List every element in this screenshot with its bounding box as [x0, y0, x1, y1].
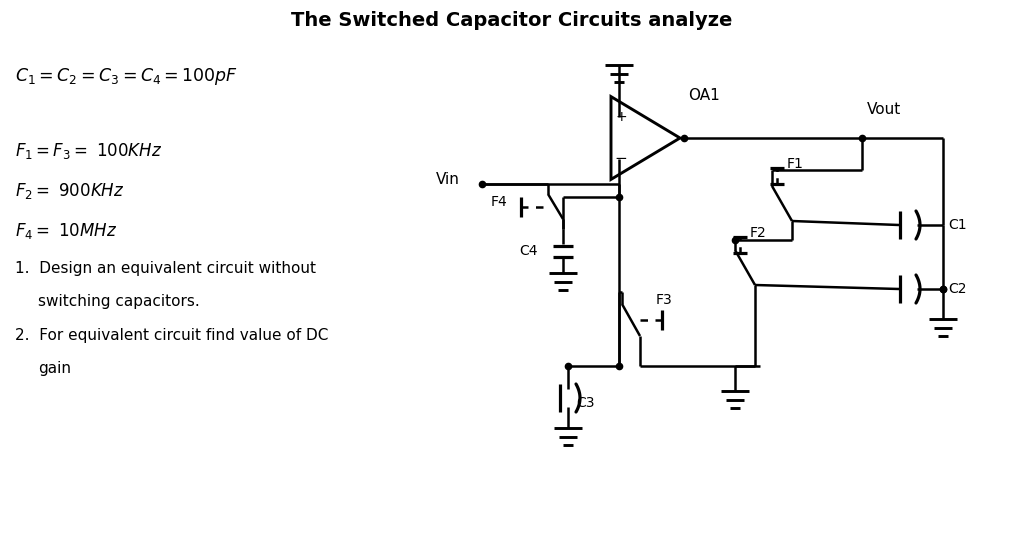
Text: The Switched Capacitor Circuits analyze: The Switched Capacitor Circuits analyze [291, 11, 733, 30]
Text: Vout: Vout [867, 103, 901, 117]
Text: −: − [614, 151, 628, 166]
Text: OA1: OA1 [688, 88, 720, 104]
Text: F2: F2 [750, 226, 767, 240]
Text: F1: F1 [787, 157, 804, 171]
Text: $F_1= F_3=\ 100KHz$: $F_1= F_3=\ 100KHz$ [15, 141, 163, 161]
Text: F3: F3 [656, 293, 673, 307]
Text: C1: C1 [948, 218, 967, 232]
Text: switching capacitors.: switching capacitors. [38, 294, 200, 309]
Text: $F_2=\ 900KHz$: $F_2=\ 900KHz$ [15, 181, 125, 201]
Text: Vin: Vin [436, 173, 460, 187]
Text: $C_1 = C_2= C_3 = C_4 = 100pF$: $C_1 = C_2= C_3 = C_4 = 100pF$ [15, 66, 239, 87]
Text: C2: C2 [948, 282, 967, 296]
Text: 2.  For equivalent circuit find value of DC: 2. For equivalent circuit find value of … [15, 328, 329, 343]
Text: 1.  Design an equivalent circuit without: 1. Design an equivalent circuit without [15, 261, 316, 276]
Text: +: + [615, 110, 627, 124]
Text: C4: C4 [519, 244, 538, 258]
Text: C3: C3 [575, 396, 595, 410]
Text: F4: F4 [490, 194, 507, 209]
Text: $F_4=\ 10MHz$: $F_4=\ 10MHz$ [15, 221, 118, 241]
Text: gain: gain [38, 361, 71, 376]
